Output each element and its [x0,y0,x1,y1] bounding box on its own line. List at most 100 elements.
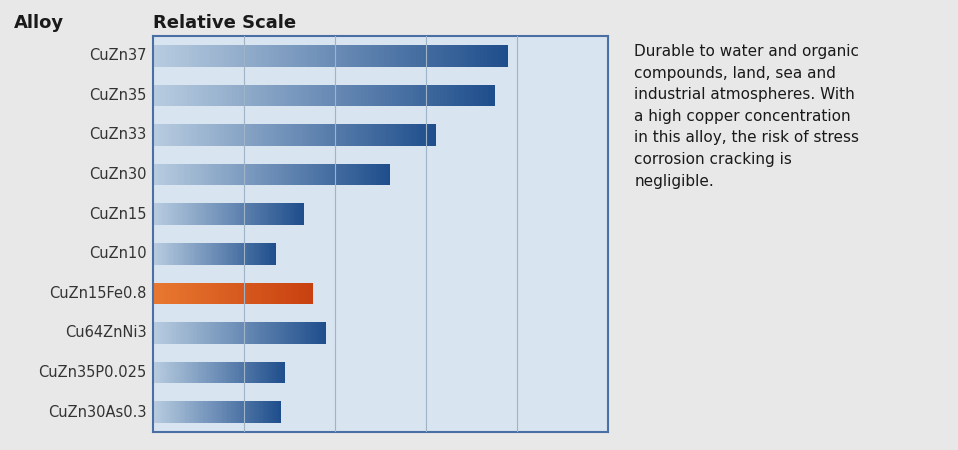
Bar [284,164,285,185]
Bar [227,362,229,383]
Bar [168,124,171,146]
Bar [232,124,235,146]
Bar [470,85,474,106]
Bar [288,322,290,344]
Bar [265,322,267,344]
Bar [287,203,288,225]
Bar [189,283,190,304]
Bar [192,362,193,383]
Bar [171,401,172,423]
Bar [185,243,187,265]
Bar [303,124,306,146]
Bar [213,283,214,304]
Bar [250,164,253,185]
Bar [165,124,168,146]
Bar [277,362,279,383]
Bar [391,45,395,67]
Bar [334,45,338,67]
Bar [191,85,194,106]
Bar [276,322,278,344]
Bar [160,401,161,423]
Bar [213,362,214,383]
Bar [279,283,281,304]
Bar [262,322,264,344]
Bar [245,45,249,67]
Bar [240,164,243,185]
Bar [203,203,204,225]
Bar [254,283,255,304]
Bar [233,243,235,265]
Bar [260,45,263,67]
Bar [194,164,196,185]
Bar [257,203,259,225]
Bar [269,164,272,185]
Bar [163,362,164,383]
Bar [153,203,155,225]
Bar [229,322,231,344]
Bar [218,85,221,106]
Bar [249,85,252,106]
Bar [341,45,345,67]
Bar [215,243,217,265]
Bar [264,164,267,185]
Bar [477,85,481,106]
Bar [170,362,171,383]
Bar [494,45,497,67]
Bar [225,283,227,304]
Bar [376,85,378,106]
Bar [462,45,466,67]
Bar [484,45,487,67]
Bar [165,401,166,423]
Bar [255,283,257,304]
Bar [158,283,160,304]
Bar [409,85,413,106]
Bar [337,85,341,106]
Bar [396,124,399,146]
Bar [226,283,228,304]
Bar [206,401,207,423]
Bar [242,45,245,67]
Bar [153,401,154,423]
Bar [157,85,160,106]
Bar [266,124,269,146]
Bar [209,203,211,225]
Bar [161,362,163,383]
Bar [221,243,222,265]
Bar [180,243,182,265]
Bar [295,322,297,344]
Bar [283,362,284,383]
Bar [212,322,214,344]
Bar [161,243,162,265]
Bar [243,322,245,344]
Bar [181,124,184,146]
Bar [218,243,219,265]
Bar [224,243,226,265]
Bar [243,203,245,225]
Bar [255,401,257,423]
Bar [248,164,250,185]
Bar [161,401,162,423]
Bar [214,243,215,265]
Bar [198,243,200,265]
Bar [163,283,165,304]
Bar [276,283,278,304]
Bar [248,362,250,383]
Bar [257,401,258,423]
Bar [190,283,192,304]
Bar [218,401,219,423]
Bar [264,203,266,225]
Bar [206,243,208,265]
Bar [308,283,309,304]
Bar [349,45,353,67]
Bar [196,362,198,383]
Bar [185,283,187,304]
Bar [446,85,450,106]
Bar [241,203,243,225]
Bar [266,283,268,304]
Bar [254,243,256,265]
Bar [321,322,323,344]
Bar [283,283,284,304]
Bar [255,322,257,344]
Bar [247,283,249,304]
Bar [399,45,401,67]
